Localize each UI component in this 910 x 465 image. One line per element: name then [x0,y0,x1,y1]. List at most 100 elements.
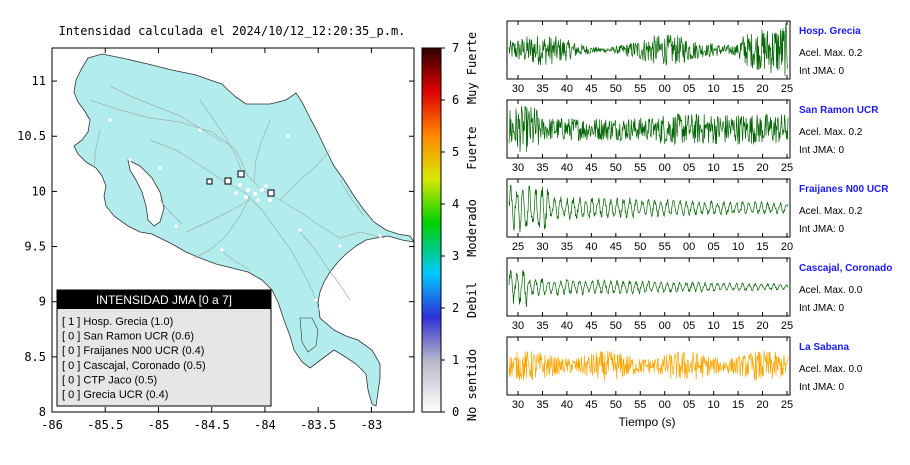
int-jma: Int JMA: 0 [799,303,844,314]
time-tick-label: 00 [659,399,671,411]
time-tick-label: 45 [585,320,597,332]
legend-item: [ 1 ] Hosp. Grecia (1.0) [62,316,173,328]
time-tick-label: 25 [781,399,793,411]
int-jma: Int JMA: 0 [799,382,844,393]
time-tick-label: 40 [585,241,597,253]
time-tick-label: 10 [708,83,720,95]
station-name: Fraijanes N00 UCR [799,184,889,195]
seismogram-trace [508,350,789,382]
map-y-tick-label: 10 [32,184,46,198]
map-frame [51,47,415,413]
map-x-tick-label: -86 [41,418,63,432]
time-tick-label: 00 [659,83,671,95]
legend-item: [ 0 ] San Ramon UCR (0.6) [62,331,194,343]
x-axis-label: Tiempo (s) [619,415,676,429]
map-y-tick-label: 10.5 [17,129,46,143]
legend-title: INTENSIDAD JMA [0 a 7] [96,293,232,307]
time-tick-label: 10 [732,241,744,253]
station-name: La Sabana [799,342,849,353]
map-y-tick-label: 9 [39,295,46,309]
time-tick-label: 15 [732,162,744,174]
seismogram-panel: 30 35 40 45 50 55 00 05 10 15 20 25 Hosp. Grecia Acel… [506,20,863,95]
legend-item: [ 0 ] CTP Jaco (0.5) [62,374,157,386]
intensity-legend: INTENSIDAD JMA [0 a 7] [ 1 ] Hosp. Greci… [56,289,272,407]
map-x-tick-label: -84 [254,418,276,432]
map-x-tick-label: -83 [361,418,383,432]
time-tick-label: 35 [536,83,548,95]
costa-rica-landmass [73,53,414,407]
time-tick-label: 10 [708,399,720,411]
acel-max: Acel. Max. 0.2 [799,48,863,59]
legend-item: [ 0 ] Cascajal, Coronado (0.5) [62,360,206,372]
time-tick-label: 40 [561,162,573,174]
time-tick-label: 20 [781,241,793,253]
station-marker-fraijanes [237,170,245,178]
time-tick-label: 00 [659,320,671,332]
station-name: Hosp. Grecia [799,26,861,37]
time-tick-label: 10 [708,162,720,174]
roads [89,85,385,313]
time-tick-label: 45 [585,83,597,95]
colorbar-tick-label: 1 [452,353,459,367]
colorbar-category-label: Fuerte [465,126,479,169]
time-tick-label: 05 [708,241,720,253]
station-name: Cascajal, Coronado [799,263,892,274]
time-tick-label: 30 [512,320,524,332]
seismogram-trace [508,269,789,308]
map-axes: -86 -85.5 -85 -84.5 -84 -83.5 -83 8 8.5 9 9.5 10 10.… [17,48,414,432]
colorbar-tick-label: 3 [452,249,459,263]
seismogram-panel: 30 35 40 45 50 55 00 05 10 15 20 25 La Sabana Acel. M… [506,336,863,411]
colorbar-tick-label: 7 [452,41,459,55]
colorbar: 0 1 2 3 4 5 6 7 No sentido Debil Moderado Fuerte Mu… [421,32,479,421]
legend-item: [ 0 ] Grecia UCR (0.4) [62,389,168,401]
colorbar-category-label: Moderado [465,199,479,257]
time-tick-label: 05 [683,83,695,95]
time-tick-label: 45 [585,399,597,411]
time-tick-label: 20 [756,399,768,411]
time-tick-label: 05 [683,320,695,332]
map-x-tick-label: -85 [148,418,170,432]
colorbar-category-label: No sentido [465,349,479,421]
time-tick-label: 50 [610,162,622,174]
time-tick-label: 30 [512,83,524,95]
time-tick-label: 35 [536,320,548,332]
seismogram-panels: 30 35 40 45 50 55 00 05 10 15 20 25 Hosp. Grecia Acel… [506,20,892,411]
map-x-tick-label: -84.5 [194,418,230,432]
time-tick-label: 30 [512,399,524,411]
time-tick-label: 15 [732,320,744,332]
time-tick-label: 35 [561,241,573,253]
time-tick-label: 30 [536,241,548,253]
osa-peninsula [299,317,319,353]
time-tick-label: 50 [610,320,622,332]
acel-max: Acel. Max. 0.0 [799,285,863,296]
time-tick-label: 25 [781,83,793,95]
time-tick-label: 25 [781,320,793,332]
time-tick-label: 05 [683,399,695,411]
int-jma: Int JMA: 0 [799,224,844,235]
station-name: San Ramon UCR [799,105,879,116]
colorbar-tick-label: 0 [452,405,459,419]
time-tick-label: 00 [683,241,695,253]
time-tick-label: 55 [659,241,671,253]
time-tick-label: 20 [756,162,768,174]
station-marker-hosp-grecia [224,177,232,185]
map-y-tick-label: 11 [32,74,46,88]
time-tick-label: 50 [634,241,646,253]
map-y-tick-label: 8.5 [24,350,46,364]
time-tick-label: 55 [634,320,646,332]
map-y-tick-label: 8 [39,405,46,419]
station-markers [206,170,275,197]
acel-max: Acel. Max. 0.2 [799,206,863,217]
map-x-tick-label: -83.5 [300,418,336,432]
acel-max: Acel. Max. 0.0 [799,364,863,375]
chart-title: Intensidad calculada el 2024/10/12_12:20… [59,24,406,38]
time-tick-label: 50 [610,399,622,411]
time-tick-label: 15 [732,399,744,411]
station-marker-cascajal [267,189,275,197]
time-tick-label: 10 [708,320,720,332]
seismogram-trace [508,184,789,233]
time-tick-label: 15 [756,241,768,253]
time-tick-label: 25 [512,241,524,253]
time-tick-label: 55 [634,83,646,95]
colorbar-category-label: Debil [465,282,479,318]
